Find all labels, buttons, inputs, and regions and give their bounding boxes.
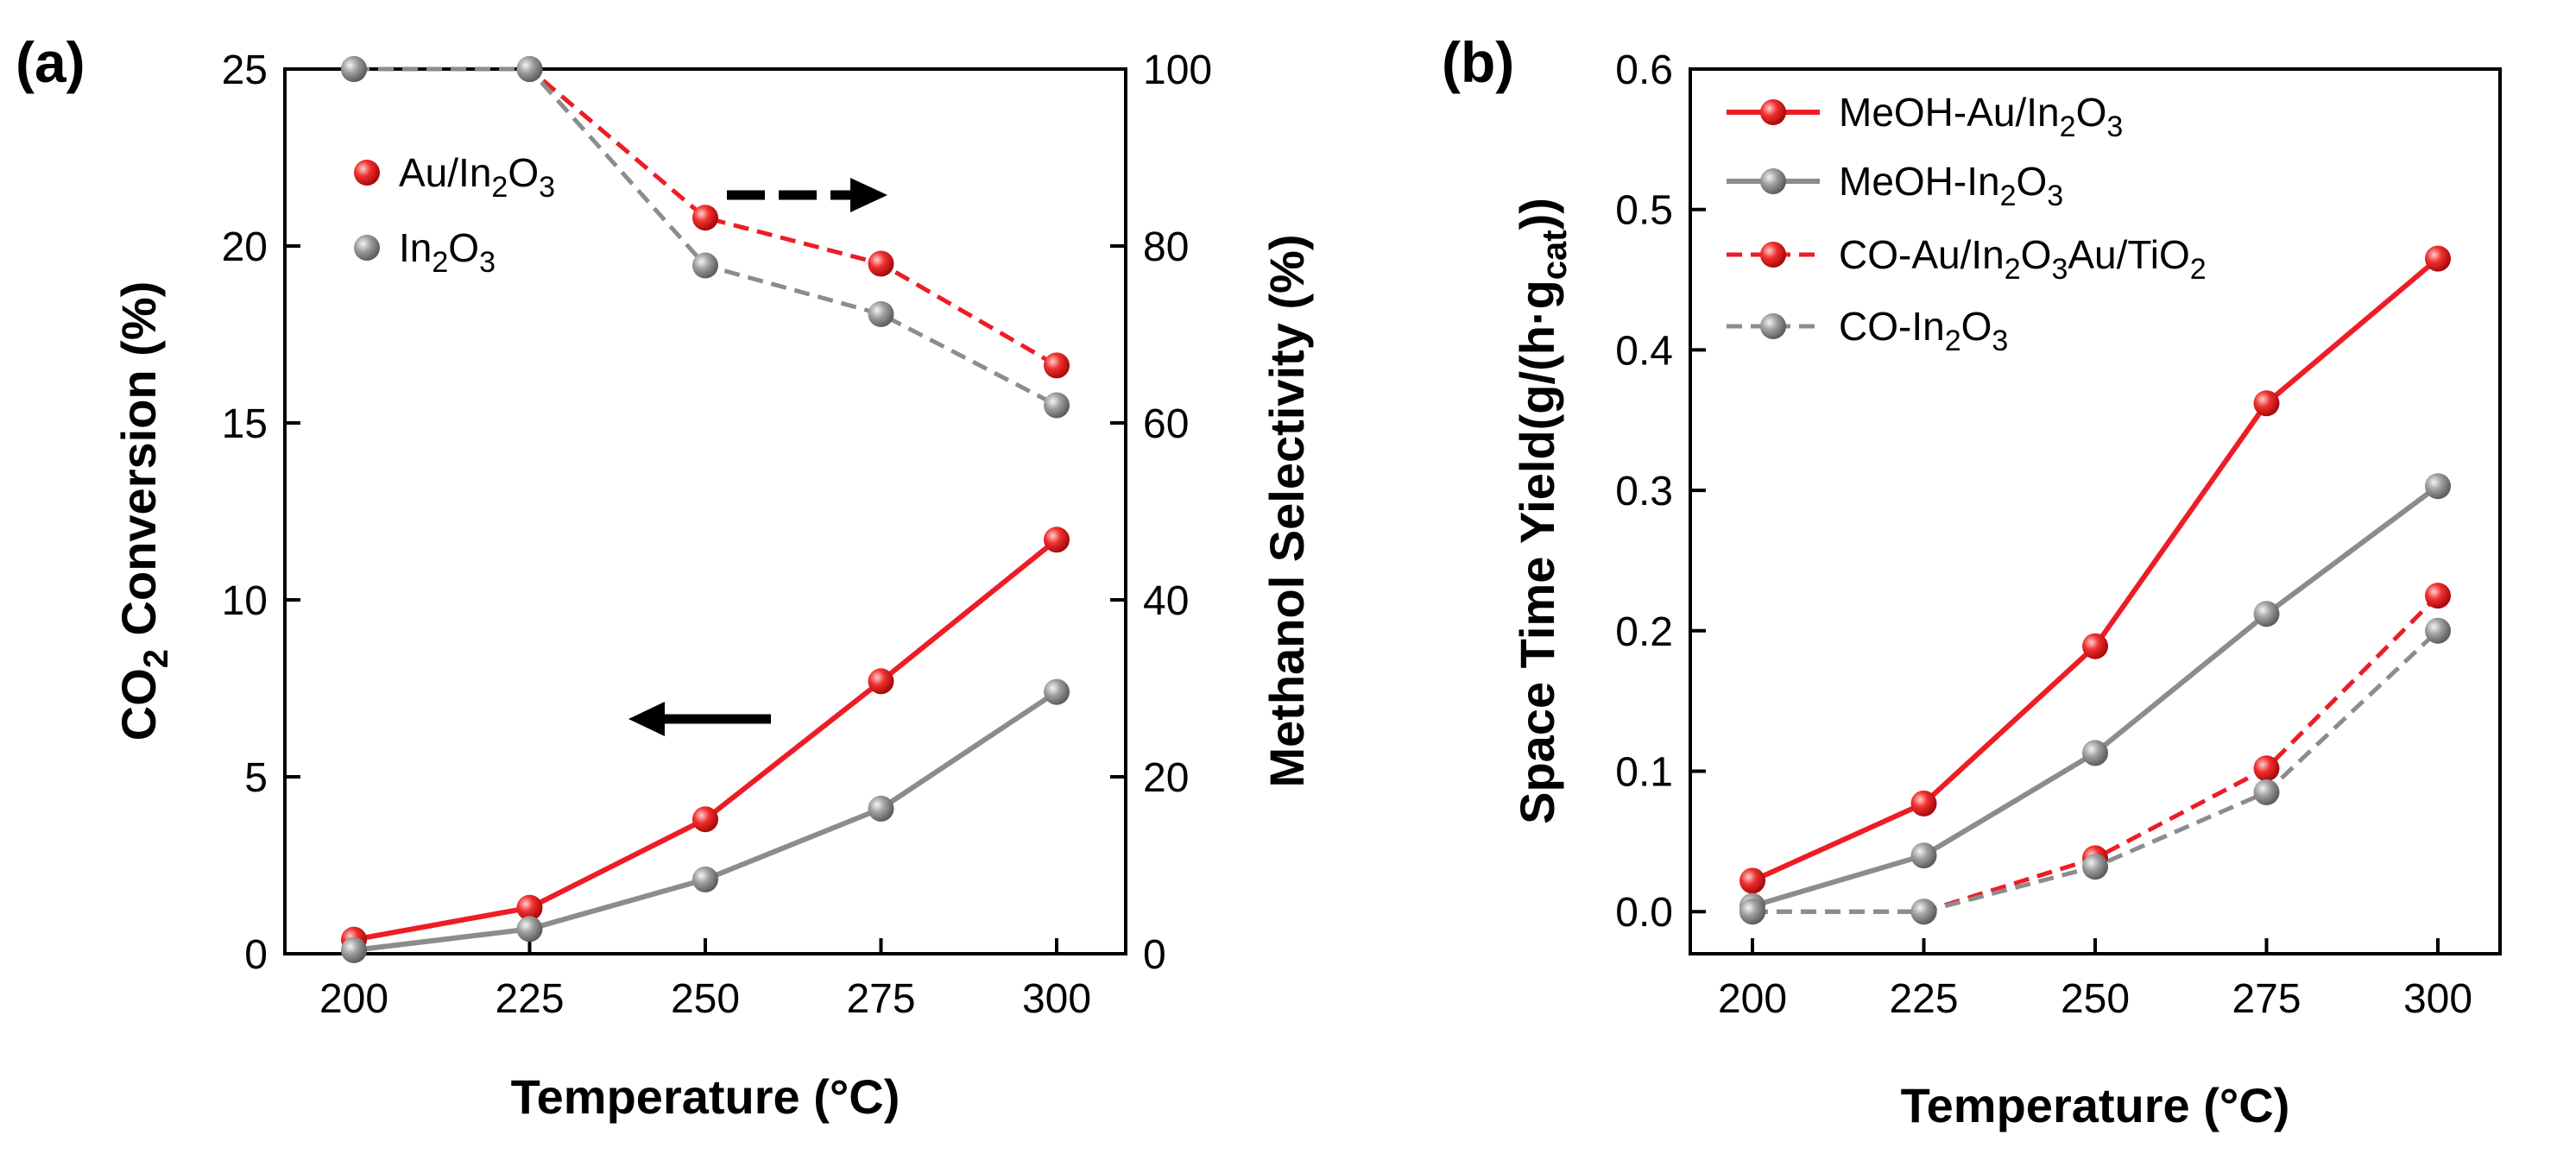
legend-marker — [1760, 313, 1786, 339]
y2-tick-label: 0 — [1143, 932, 1166, 978]
x-tick-label: 250 — [671, 976, 740, 1022]
data-point — [1044, 527, 1070, 553]
data-point — [692, 866, 718, 892]
data-point — [1739, 867, 1765, 894]
data-point — [341, 56, 367, 82]
y-tick-label: 0.4 — [1615, 328, 1673, 374]
data-point — [2425, 583, 2451, 609]
y2-tick-label: 20 — [1143, 755, 1189, 801]
panel-b-x-ticks: 200 225 250 275 300 — [1718, 938, 2472, 1022]
data-point — [2425, 245, 2451, 272]
panel-b-y-ticks: 0.0 0.1 0.2 0.3 0.4 0.5 0.6 — [1615, 47, 1706, 936]
y-tick-label: 20 — [222, 224, 268, 270]
x-tick-label: 225 — [495, 976, 564, 1022]
x-tick-label: 200 — [1718, 976, 1787, 1022]
legend-marker — [354, 235, 380, 261]
legend-label: Au/In2O3 — [399, 150, 555, 204]
y-tick-label: 0.3 — [1615, 469, 1673, 514]
series-line — [1751, 256, 2440, 884]
panel-a-y-label: CO2 Conversion (%) — [111, 281, 175, 741]
legend-marker — [1760, 99, 1786, 125]
legend-label: MeOH-Au/In2O3 — [1839, 90, 2123, 143]
legend-label: CO-In2O3 — [1839, 304, 2008, 357]
panel-b-y-label: Space Time Yield(g/(h·gcat)) — [1510, 198, 1574, 824]
series-line — [1752, 483, 2440, 909]
data-point — [516, 56, 543, 82]
panel-a-legend: Au/In2O3 In2O3 — [354, 150, 555, 279]
legend-label: In2O3 — [399, 225, 496, 279]
panel-b-x-label: Temperature (°C) — [1901, 1078, 2290, 1132]
y-tick-label: 0.1 — [1615, 749, 1673, 795]
data-point — [1044, 678, 1070, 705]
right-arrow-head — [850, 178, 887, 212]
x-tick-label: 275 — [846, 976, 915, 1022]
data-point — [2082, 854, 2108, 880]
panel-a-label: (a) — [16, 30, 85, 94]
y-tick-label: 5 — [244, 755, 268, 801]
y-tick-label: 0.0 — [1615, 890, 1673, 936]
y-tick-label: 0.5 — [1615, 188, 1673, 234]
data-point — [1044, 392, 1070, 419]
panel-a-y2-ticks: 0 20 40 60 80 100 — [1110, 47, 1212, 978]
left-arrow-head — [628, 702, 665, 736]
x-tick-label: 250 — [2061, 976, 2130, 1022]
panel-b-legend: MeOH-Au/In2O3 MeOH-In2O3 CO-Au/In2O3Au/TiO… — [1727, 90, 2207, 357]
legend-marker — [1760, 242, 1786, 268]
y-tick-label: 0.6 — [1615, 47, 1673, 93]
y2-tick-label: 60 — [1143, 401, 1189, 447]
data-point — [1910, 790, 1937, 817]
data-point — [2253, 779, 2280, 805]
data-point — [2253, 390, 2280, 417]
data-point — [2253, 601, 2280, 627]
data-point — [692, 252, 718, 279]
data-point — [868, 300, 894, 327]
data-point — [516, 894, 543, 921]
panel-a-y-ticks: 0 5 10 15 20 25 — [222, 47, 300, 978]
y2-tick-label: 80 — [1143, 224, 1189, 270]
legend-label: CO-Au/In2O3Au/TiO2 — [1839, 232, 2207, 286]
x-tick-label: 225 — [1889, 976, 1958, 1022]
data-point — [868, 668, 894, 695]
panel-a-x-ticks: 200 225 250 275 300 — [319, 938, 1091, 1022]
y-tick-label: 0 — [244, 932, 268, 978]
panel-b: (b) 200 225 250 275 300 0.00.10.20.30.40.50.… — [1442, 30, 2502, 1132]
data-point — [1739, 899, 1765, 925]
data-point — [2253, 755, 2280, 782]
data-point — [2082, 740, 2108, 766]
y-tick-label: 10 — [222, 578, 268, 624]
data-point — [2425, 617, 2451, 644]
panel-a-y2-label: Methanol Selectivity (%) — [1260, 234, 1314, 787]
y-tick-label: 25 — [222, 47, 268, 93]
panel-a-series — [341, 56, 1070, 963]
data-point — [2082, 633, 2108, 659]
data-point — [868, 250, 894, 277]
y2-tick-label: 100 — [1143, 47, 1212, 93]
legend-marker — [1760, 168, 1786, 194]
data-point — [516, 916, 543, 943]
series-line — [354, 66, 1058, 368]
y-tick-label: 15 — [222, 401, 268, 447]
data-point — [2425, 473, 2451, 500]
y-tick-label: 0.2 — [1615, 609, 1673, 655]
panel-b-label: (b) — [1442, 30, 1514, 94]
data-point — [692, 205, 718, 231]
legend-label: MeOH-In2O3 — [1839, 159, 2063, 212]
panel-b-frame — [1689, 67, 2502, 955]
data-point — [868, 795, 894, 822]
legend-marker — [354, 160, 380, 186]
panel-b-series — [1739, 245, 2451, 925]
x-tick-label: 200 — [319, 976, 388, 1022]
y2-tick-label: 40 — [1143, 578, 1189, 624]
data-point — [341, 936, 367, 963]
data-point — [1044, 352, 1070, 379]
data-point — [1910, 899, 1937, 925]
data-point — [1910, 842, 1937, 869]
panel-a: (a) 200 225 250 275 300 0 5 10 15 20 25 0 20 40 60 80… — [16, 30, 1314, 1124]
x-tick-label: 300 — [1022, 976, 1091, 1022]
x-tick-label: 275 — [2232, 976, 2301, 1022]
panel-a-x-label: Temperature (°C) — [511, 1069, 900, 1124]
x-tick-label: 300 — [2403, 976, 2472, 1022]
data-point — [692, 806, 718, 833]
